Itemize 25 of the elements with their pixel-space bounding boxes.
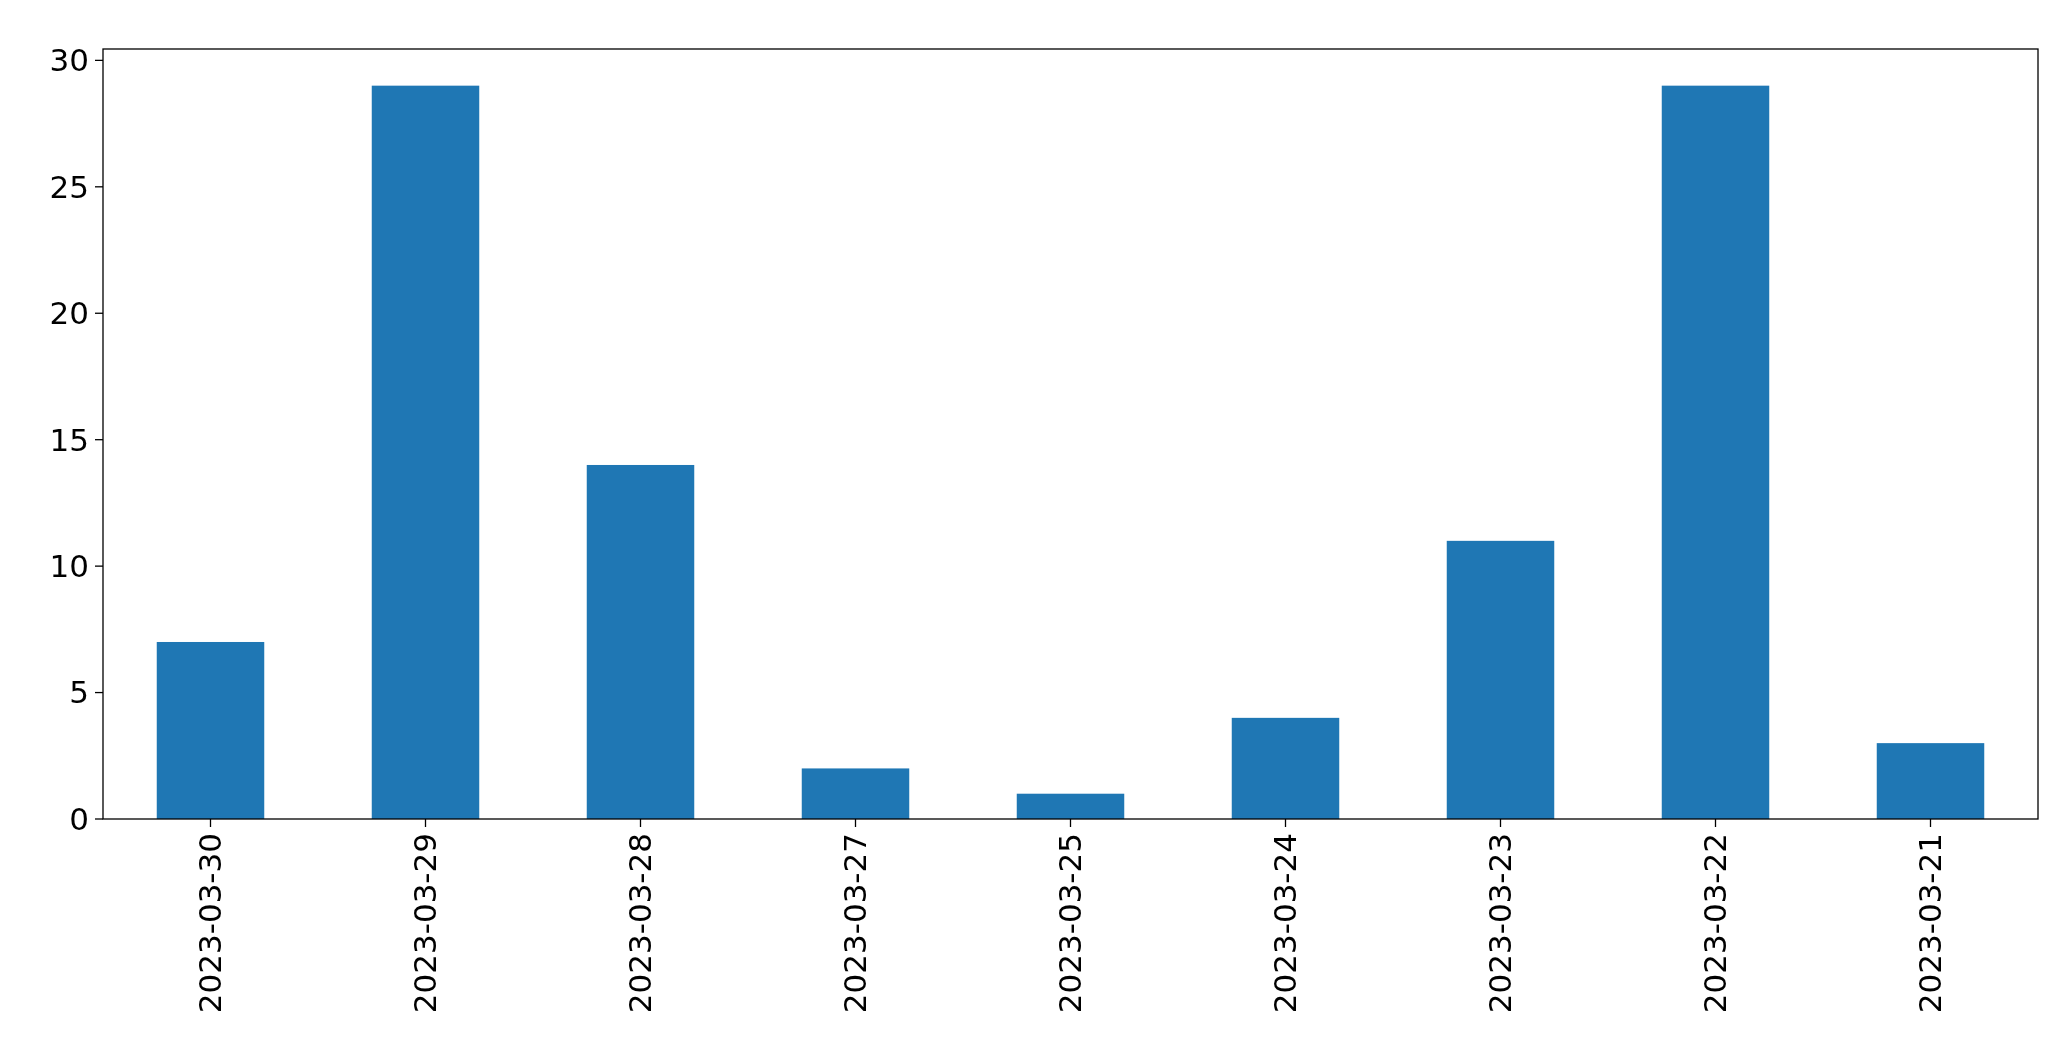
bar [1661,85,1770,819]
bar [156,641,265,819]
y-tick-label: 10 [49,547,89,584]
x-tick-label: 2023-03-28 [622,833,659,1014]
y-tick-label: 5 [69,674,89,711]
y-tick-label: 0 [69,800,89,837]
bar [1016,793,1125,819]
x-tick-label: 2023-03-23 [1482,833,1519,1014]
bar [586,464,695,819]
x-tick-label: 2023-03-29 [407,833,444,1014]
bar [801,768,910,819]
bar [1446,540,1555,819]
x-tick-label: 2023-03-24 [1267,833,1304,1014]
bar [1876,743,1985,819]
x-tick-label: 2023-03-30 [192,833,229,1014]
y-tick-label: 30 [49,42,89,79]
x-tick-label: 2023-03-25 [1052,833,1089,1014]
bar [371,85,480,819]
y-tick-label: 20 [49,295,89,332]
x-tick-label: 2023-03-21 [1912,833,1949,1014]
x-tick-label: 2023-03-27 [837,833,874,1014]
y-tick-label: 25 [49,168,89,205]
bar [1231,717,1340,819]
y-tick-label: 15 [49,421,89,458]
x-tick-label: 2023-03-22 [1697,833,1734,1014]
